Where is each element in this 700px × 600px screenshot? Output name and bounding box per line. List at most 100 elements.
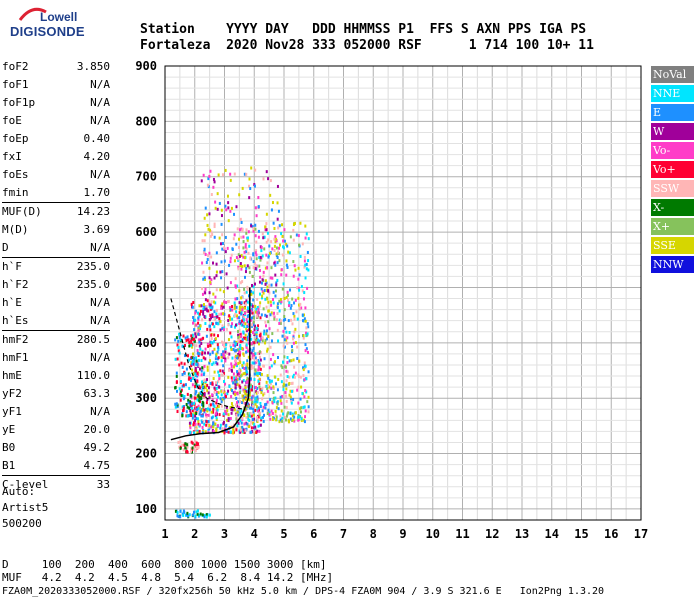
- echo-point: [207, 177, 210, 181]
- echo-point: [212, 185, 215, 189]
- echo-point: [191, 345, 194, 349]
- echo-point: [251, 323, 254, 327]
- echo-point: [194, 419, 197, 423]
- echo-point: [222, 350, 225, 354]
- echo-point: [241, 186, 244, 190]
- echo-point: [227, 368, 230, 372]
- echo-point: [198, 429, 201, 433]
- echo-point: [181, 414, 184, 418]
- echo-point: [307, 370, 310, 374]
- echo-point: [285, 330, 288, 334]
- echo-point: [214, 422, 217, 426]
- echo-point: [210, 300, 213, 304]
- echo-point: [178, 363, 181, 367]
- echo-point: [285, 369, 288, 373]
- echo-point: [271, 276, 274, 280]
- echo-point: [255, 249, 258, 253]
- echo-point: [195, 441, 198, 445]
- echo-point: [285, 383, 288, 387]
- echo-point: [259, 258, 262, 262]
- echo-point: [252, 298, 255, 302]
- echo-point: [306, 322, 309, 326]
- echo-point: [202, 173, 205, 177]
- param-name: h`E: [2, 296, 22, 309]
- echo-point: [191, 383, 194, 387]
- echo-point: [206, 213, 209, 217]
- echo-point: [225, 300, 228, 304]
- echo-point: [285, 387, 288, 391]
- echo-point: [259, 292, 262, 296]
- echo-point: [201, 349, 204, 353]
- echo-point: [276, 184, 279, 188]
- echo-point: [198, 392, 201, 396]
- echo-point: [195, 362, 198, 366]
- echo-point: [261, 409, 264, 413]
- echo-point: [307, 268, 310, 272]
- echo-point: [270, 311, 273, 315]
- echo-point: [201, 366, 204, 370]
- echo-point: [239, 307, 242, 311]
- echo-point: [293, 330, 296, 334]
- echo-point: [246, 300, 249, 304]
- echo-point: [236, 354, 239, 358]
- echo-point: [174, 402, 177, 406]
- echo-point: [242, 240, 245, 244]
- echo-point: [220, 260, 223, 264]
- echo-point: [216, 362, 219, 366]
- echo-point: [190, 402, 193, 406]
- echo-point: [278, 224, 281, 228]
- echo-point: [216, 334, 219, 338]
- echo-point: [280, 268, 283, 272]
- echo-point: [238, 245, 241, 249]
- echo-point: [227, 319, 230, 323]
- echo-point: [305, 232, 308, 236]
- echo-point: [185, 449, 188, 453]
- echo-point: [270, 283, 273, 287]
- echo-point: [307, 325, 310, 329]
- echo-point: [229, 308, 232, 312]
- echo-point: [263, 235, 266, 239]
- echo-point: [181, 394, 184, 398]
- param-row: h`F 235.0: [2, 258, 110, 276]
- echo-point: [292, 312, 295, 316]
- echo-point: [264, 406, 267, 410]
- echo-point: [238, 347, 241, 351]
- echo-point: [250, 414, 253, 418]
- echo-point: [196, 512, 199, 516]
- echo-point: [254, 428, 257, 432]
- echo-point: [199, 347, 202, 351]
- echo-point: [268, 385, 271, 389]
- echo-point: [204, 233, 207, 237]
- echo-point: [289, 288, 292, 292]
- echo-point: [197, 394, 200, 398]
- echo-point: [255, 265, 258, 269]
- echo-point: [229, 346, 232, 350]
- echo-point: [282, 388, 285, 392]
- echo-point: [212, 429, 215, 433]
- echo-point: [272, 386, 275, 390]
- echo-point: [204, 347, 207, 351]
- echo-point: [299, 415, 302, 419]
- echo-point: [262, 393, 265, 397]
- echo-point: [239, 333, 242, 337]
- echo-point: [187, 338, 190, 342]
- x-tick-label: 5: [280, 527, 287, 541]
- echo-point: [220, 373, 223, 377]
- echo-point: [232, 427, 235, 431]
- param-row: M(D) 3.69: [2, 221, 110, 239]
- auto-label: Auto:: [2, 485, 36, 498]
- echo-point: [281, 234, 284, 238]
- echo-point: [177, 349, 180, 353]
- echo-point: [238, 316, 241, 320]
- echo-point: [228, 306, 231, 310]
- echo-point: [204, 322, 207, 326]
- echo-point: [207, 430, 210, 434]
- echo-point: [287, 299, 290, 303]
- echo-point: [207, 254, 210, 258]
- echo-point: [225, 423, 228, 427]
- echo-point: [190, 413, 193, 417]
- echo-point: [246, 338, 249, 342]
- echo-point: [203, 315, 206, 319]
- echo-point: [208, 361, 211, 365]
- echo-point: [297, 266, 300, 270]
